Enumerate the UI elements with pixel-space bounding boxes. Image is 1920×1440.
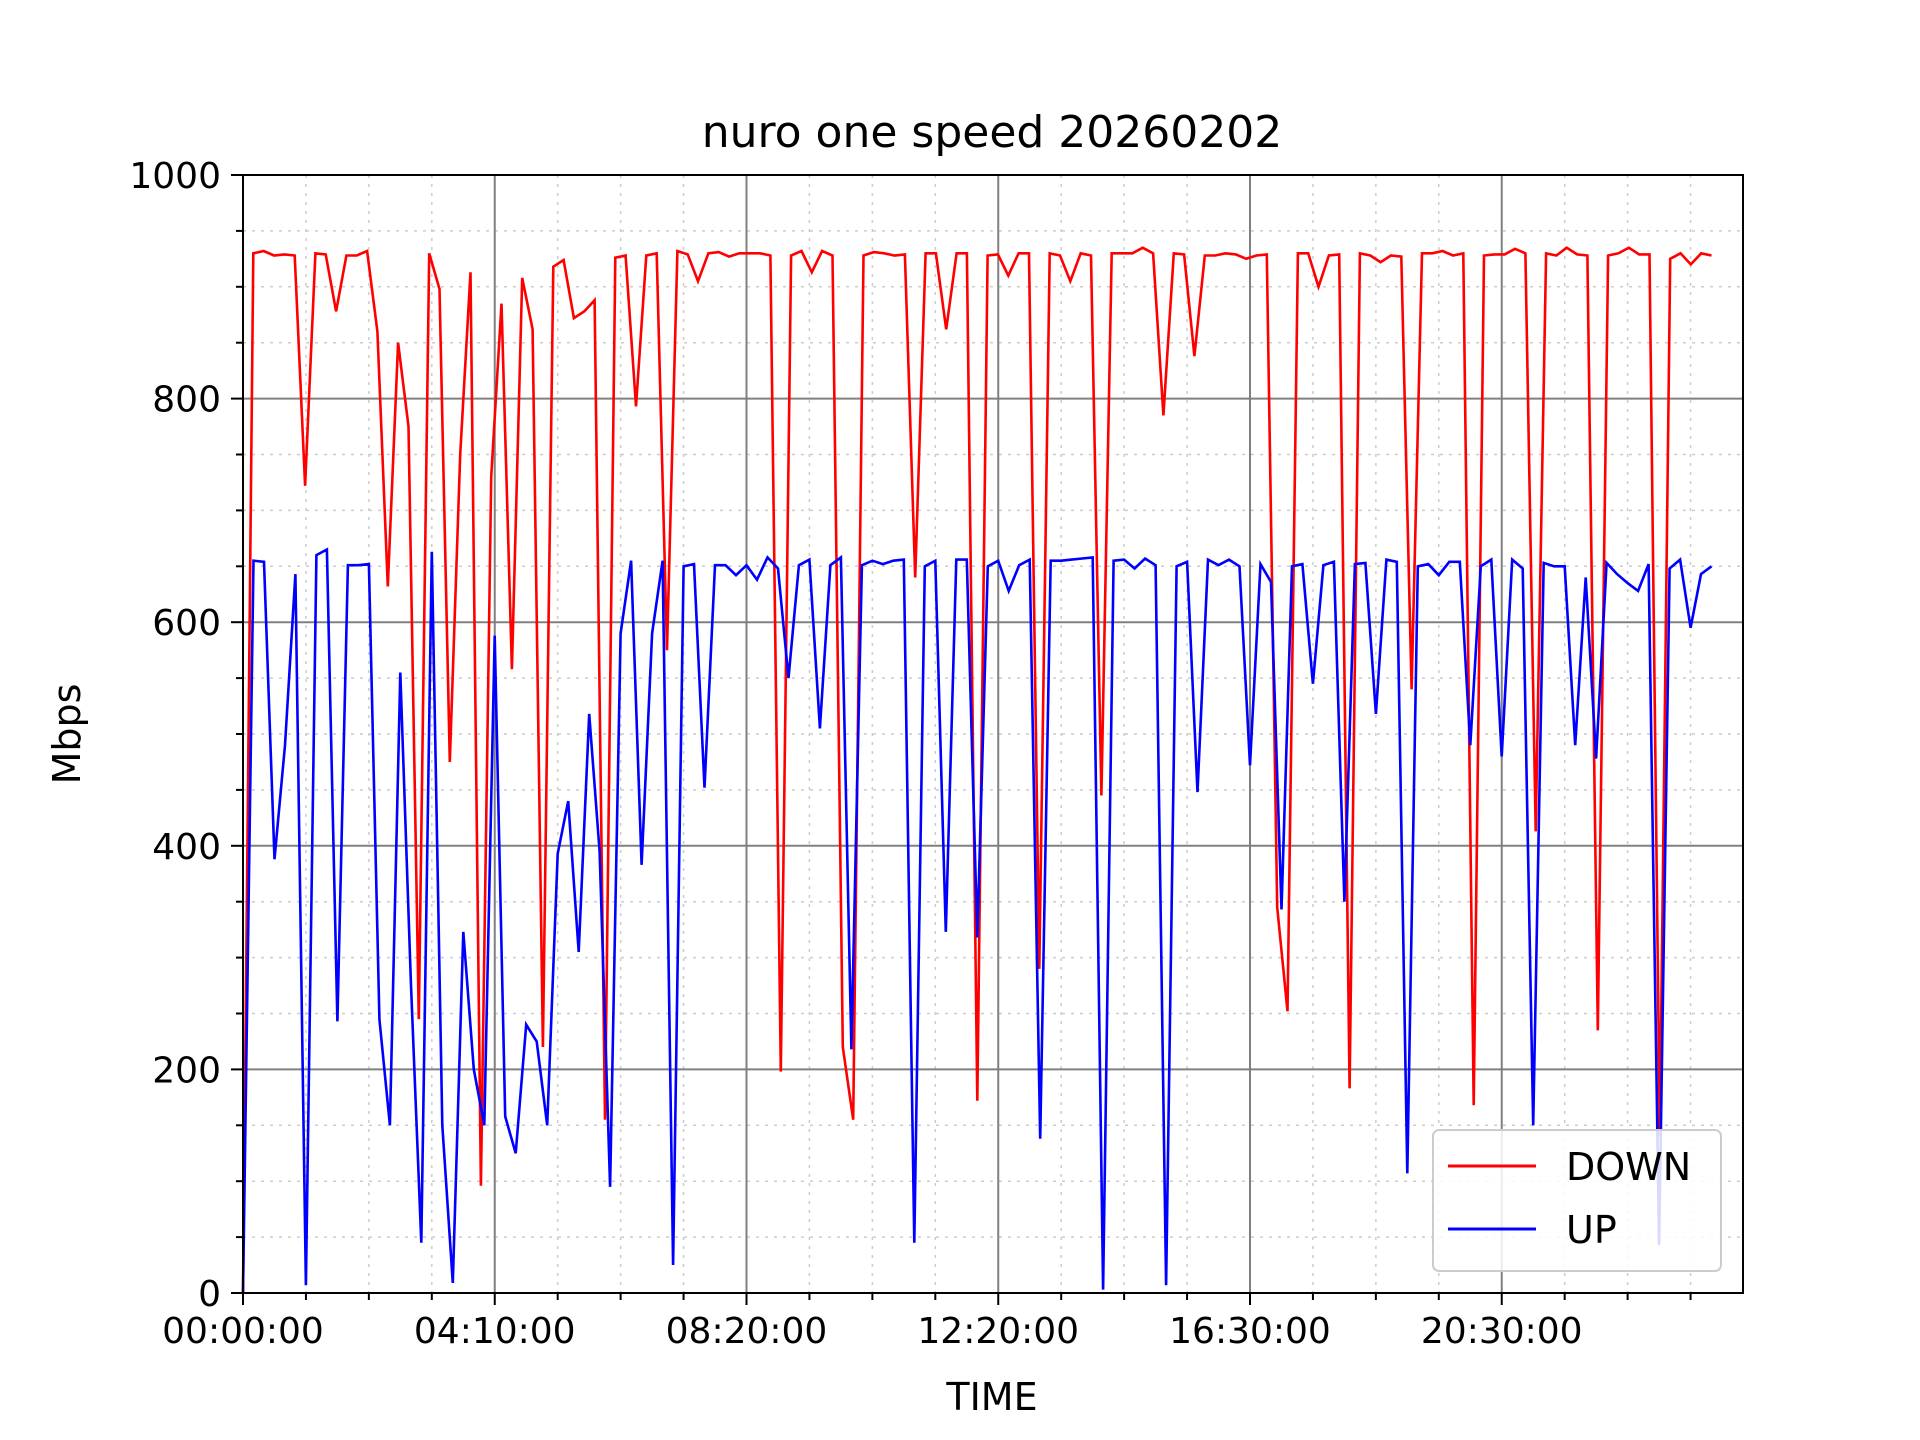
- y-tick-label: 400: [152, 827, 221, 868]
- series-line-up: [241, 547, 1713, 1294]
- x-tick-label: 16:30:00: [1169, 1311, 1331, 1352]
- x-tick-label: 04:10:00: [414, 1311, 576, 1352]
- y-tick-label: 200: [152, 1050, 221, 1091]
- y-tick-label: 1000: [129, 156, 221, 197]
- legend-up-label: UP: [1566, 1208, 1617, 1252]
- minor-grid: [243, 175, 1743, 1293]
- major-grid: [243, 175, 1743, 1293]
- chart-title: nuro one speed 20260202: [702, 107, 1283, 158]
- y-tick-label: 800: [152, 380, 221, 421]
- axis-ticks: 00:00:00 04:10:00 08:20:00 12:20:00 16:30:00…: [129, 156, 1692, 1352]
- series-layer: [241, 246, 1713, 1294]
- y-axis-label: Mbps: [45, 684, 89, 785]
- legend-down-label: DOWN: [1566, 1145, 1691, 1189]
- x-axis-label: TIME: [945, 1375, 1037, 1419]
- x-tick-label: 00:00:00: [162, 1311, 324, 1352]
- x-tick-label: 20:30:00: [1421, 1311, 1583, 1352]
- series-line-down: [241, 246, 1712, 1294]
- legend: DOWN UP: [1432, 1129, 1722, 1272]
- y-tick-label: 0: [198, 1274, 221, 1315]
- y-tick-label: 600: [152, 603, 221, 644]
- x-tick-label: 12:20:00: [917, 1311, 1079, 1352]
- x-tick-label: 08:20:00: [666, 1311, 828, 1352]
